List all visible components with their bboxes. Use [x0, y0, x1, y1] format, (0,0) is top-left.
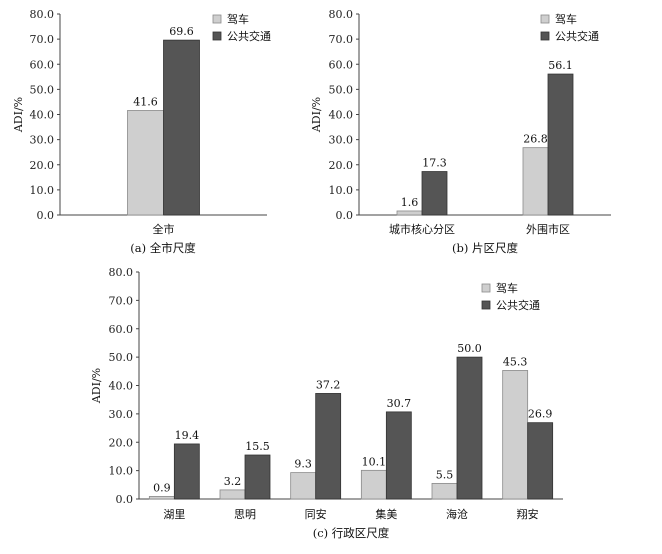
- y-axis-title: ADI/%: [12, 97, 25, 133]
- bar-transit: [315, 393, 342, 500]
- data-label: 10.1: [362, 455, 387, 468]
- y-tick-label: 70.0: [329, 33, 354, 46]
- data-label: 45.3: [503, 355, 528, 368]
- bar-drive: [360, 469, 387, 500]
- y-tick-label: 0.0: [37, 209, 55, 222]
- bar-drive: [127, 110, 164, 216]
- y-tick-label: 20.0: [109, 436, 134, 449]
- legend-swatch-drive: [481, 283, 491, 293]
- data-label: 37.2: [316, 378, 341, 391]
- legend-swatch-drive: [212, 14, 222, 24]
- x-category-label: 全市: [153, 222, 175, 236]
- bar-transit: [244, 454, 271, 500]
- y-tick-label: 0.0: [336, 209, 354, 222]
- panel-caption: (b) 片区尺度: [452, 241, 518, 255]
- x-category-label: 集美: [375, 507, 397, 521]
- y-tick-label: 30.0: [329, 134, 354, 147]
- y-tick-label: 60.0: [329, 58, 354, 71]
- data-label: 56.1: [548, 59, 573, 72]
- y-tick-label: 20.0: [30, 159, 55, 172]
- data-label: 50.0: [457, 342, 482, 355]
- legend-label: 公共交通: [555, 29, 599, 43]
- y-tick-label: 10.0: [109, 465, 134, 478]
- data-label: 17.3: [422, 157, 447, 170]
- bar-transit: [385, 411, 412, 500]
- legend-label: 驾车: [496, 281, 518, 295]
- bar-transit: [421, 171, 448, 216]
- bar-transit: [456, 356, 483, 500]
- bar-drive: [522, 147, 549, 216]
- y-tick-label: 0.0: [116, 493, 134, 506]
- y-tick-label: 60.0: [30, 58, 55, 71]
- chart-panel-a: 0.0 10.0 20.0 30.0 40.0 50.0 60.0 70.0 80.0 ADI/%…: [12, 8, 271, 255]
- bar-transit: [163, 39, 200, 216]
- y-tick-label: 70.0: [109, 294, 134, 307]
- y-tick-label: 30.0: [109, 408, 134, 421]
- legend-label: 驾车: [555, 12, 577, 26]
- x-category-label: 同安: [305, 507, 327, 521]
- data-label: 1.6: [401, 196, 419, 209]
- y-tick-label: 40.0: [109, 380, 134, 393]
- y-tick-label: 10.0: [30, 184, 55, 197]
- legend-swatch-transit: [212, 31, 222, 41]
- legend-label: 公共交通: [496, 298, 540, 312]
- legend-swatch-drive: [540, 14, 550, 24]
- y-axis-title: ADI/%: [90, 368, 103, 404]
- data-label: 26.8: [523, 133, 548, 146]
- legend-swatch-transit: [481, 300, 491, 310]
- legend-label: 公共交通: [227, 29, 271, 43]
- data-label: 0.9: [153, 481, 171, 494]
- panel-caption: (a) 全市尺度: [130, 241, 196, 255]
- bar-drive: [290, 472, 317, 500]
- y-tick-label: 80.0: [109, 266, 134, 279]
- x-category-label: 海沧: [446, 507, 468, 521]
- x-category-label: 翔安: [517, 507, 539, 521]
- bar-transit: [527, 422, 554, 500]
- x-category-label: 思明: [234, 508, 256, 521]
- y-tick-label: 50.0: [30, 83, 55, 96]
- chart-panel-b: 0.0 10.0 20.0 30.0 40.0 50.0 60.0 70.0 80.0 ADI/%…: [310, 8, 611, 255]
- y-tick-label: 80.0: [329, 8, 354, 21]
- bar-drive: [502, 370, 529, 500]
- y-tick-label: 40.0: [329, 109, 354, 122]
- legend-swatch-transit: [540, 31, 550, 41]
- bar-drive: [431, 482, 458, 500]
- bar-drive: [396, 210, 423, 216]
- data-label: 15.5: [245, 440, 270, 453]
- bar-drive: [148, 496, 175, 500]
- x-category-label: 湖里: [163, 508, 185, 521]
- data-label: 19.4: [175, 429, 200, 442]
- data-label: 69.6: [169, 25, 194, 38]
- y-tick-label: 60.0: [109, 323, 134, 336]
- y-tick-label: 40.0: [30, 109, 55, 122]
- chart-panel-c: 0.0 10.0 20.0 30.0 40.0 50.0 60.0 70.0 80.0 ADI/%…: [90, 266, 563, 540]
- y-tick-label: 80.0: [30, 8, 55, 21]
- data-label: 5.5: [436, 468, 454, 481]
- legend-label: 驾车: [227, 12, 249, 26]
- bar-drive: [219, 489, 246, 500]
- bar-transit: [173, 443, 200, 500]
- bar-transit: [547, 73, 574, 216]
- y-tick-label: 30.0: [30, 134, 55, 147]
- data-label: 26.9: [528, 408, 553, 421]
- y-tick-label: 50.0: [329, 83, 354, 96]
- x-category-label: 城市核心分区: [389, 222, 455, 236]
- y-tick-label: 50.0: [109, 351, 134, 364]
- data-label: 30.7: [387, 397, 412, 410]
- data-label: 9.3: [294, 458, 312, 471]
- data-label: 3.2: [224, 475, 242, 488]
- x-category-label: 外围市区: [526, 222, 570, 236]
- y-tick-label: 20.0: [329, 159, 354, 172]
- y-axis-title: ADI/%: [310, 97, 323, 133]
- panel-caption: (c) 行政区尺度: [313, 526, 390, 540]
- y-tick-label: 10.0: [329, 184, 354, 197]
- data-label: 41.6: [133, 95, 158, 108]
- y-tick-label: 70.0: [30, 33, 55, 46]
